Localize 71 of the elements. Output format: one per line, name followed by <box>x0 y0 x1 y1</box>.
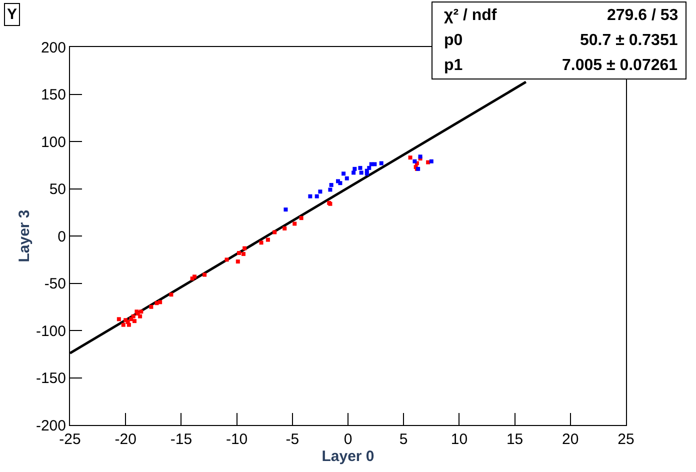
point <box>282 226 287 230</box>
point <box>241 252 246 256</box>
x-tick-label: -5 <box>286 431 300 448</box>
y-tick-label: 50 <box>49 181 66 198</box>
x-tick-label: 20 <box>562 431 579 448</box>
x-tick-label: 25 <box>618 431 634 448</box>
point <box>344 176 349 180</box>
x-tick-label: 0 <box>344 431 352 448</box>
point <box>408 156 412 160</box>
point <box>154 301 159 306</box>
text: 279.6 / 53 <box>607 7 678 24</box>
y-tick-label: 0 <box>58 228 66 246</box>
text: χ² / ndf <box>444 7 498 24</box>
point <box>329 182 334 187</box>
point <box>338 181 342 186</box>
y-axis-title: Layer 3 <box>16 210 34 262</box>
point <box>272 230 277 234</box>
point <box>352 170 356 175</box>
point <box>266 238 270 242</box>
point <box>121 322 126 327</box>
point <box>126 322 131 327</box>
point <box>237 251 242 256</box>
annotation: p1 <box>444 57 463 74</box>
point <box>308 194 312 198</box>
point <box>169 292 174 297</box>
point <box>132 319 136 324</box>
point <box>292 222 297 226</box>
point <box>149 304 154 309</box>
point <box>138 314 142 318</box>
point <box>236 260 240 264</box>
point <box>242 246 247 250</box>
point <box>299 216 304 220</box>
point <box>192 274 197 279</box>
y-tick-label: -150 <box>36 370 66 387</box>
point <box>359 170 364 175</box>
point <box>139 310 144 314</box>
point <box>364 172 369 176</box>
y-tick-label: 100 <box>40 134 66 151</box>
x-tick-label: -15 <box>170 431 192 448</box>
point <box>358 166 362 170</box>
x-tick-label: -20 <box>114 431 136 448</box>
point <box>367 166 372 170</box>
chart-title: Y <box>7 6 18 23</box>
y-tick-label: 200 <box>40 39 66 56</box>
point <box>342 172 346 176</box>
y-tick-label: 150 <box>40 86 66 104</box>
x-tick-label: 5 <box>399 431 408 448</box>
point <box>202 272 207 277</box>
point <box>116 317 121 322</box>
y-tick-label: -50 <box>44 276 66 292</box>
annotation: 50.7 ± 0.7351 <box>580 32 678 49</box>
point <box>131 314 136 318</box>
annotation: 7.005 ± 0.07261 <box>562 57 678 74</box>
point <box>426 160 430 164</box>
point <box>284 208 288 212</box>
x-tick-label: 15 <box>506 431 524 448</box>
point <box>224 258 229 262</box>
point <box>259 240 264 245</box>
point <box>372 162 377 166</box>
annotation: p0 <box>444 32 463 49</box>
point <box>328 188 332 192</box>
point <box>158 300 162 304</box>
point <box>429 159 434 164</box>
point <box>318 190 322 194</box>
point <box>352 166 357 171</box>
x-tick-label: 10 <box>450 431 468 448</box>
point <box>314 194 319 198</box>
point <box>379 161 384 166</box>
y-tick-label: -100 <box>36 322 66 340</box>
x-axis-title: Layer 0 <box>322 448 374 465</box>
x-tick-label: -10 <box>226 431 248 448</box>
